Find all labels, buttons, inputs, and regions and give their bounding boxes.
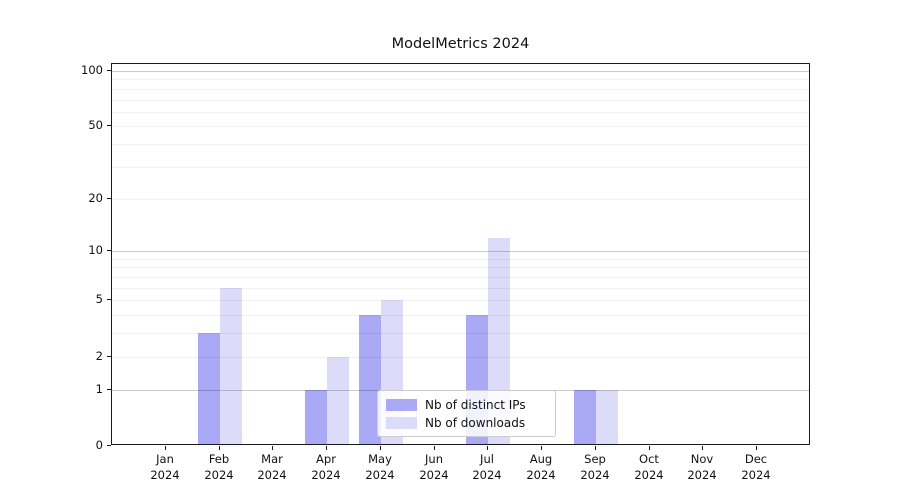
gridline-minor (112, 166, 809, 168)
x-axis-tick-label-line: 2024 (634, 468, 664, 482)
x-axis-tick-label-line: 2024 (580, 468, 610, 482)
bar-downloads (327, 356, 350, 444)
y-axis-tick (107, 299, 111, 300)
x-axis-tick-label-line: Sep (584, 452, 606, 466)
gridline-major (112, 251, 809, 253)
x-axis-tick-label: Feb 2024 (191, 451, 247, 483)
x-axis-tick-label: Dec 2024 (728, 451, 784, 483)
legend-label-distinct-ips: Nb of distinct IPs (425, 397, 526, 412)
bar-distinct-ips (305, 389, 328, 444)
x-axis-tick-label: Mar 2024 (244, 451, 300, 483)
x-axis-tick-label-line: Dec (744, 452, 768, 466)
x-axis-tick-label: Sep 2024 (567, 451, 623, 483)
x-axis-tick (326, 446, 327, 450)
x-axis-tick-label-line: 2024 (150, 468, 180, 482)
gridline-minor (112, 111, 809, 113)
x-axis-tick (219, 446, 220, 450)
x-axis-tick-label-line: 2024 (687, 468, 717, 482)
y-axis-tick (107, 198, 111, 199)
gridline-minor (112, 356, 809, 358)
gridline-minor (112, 88, 809, 90)
y-axis-tick (107, 125, 111, 126)
x-axis-tick-label: Apr 2024 (298, 451, 354, 483)
bar-distinct-ips (197, 333, 220, 444)
x-axis-tick-label-line: Oct (639, 452, 659, 466)
x-axis-tick (380, 446, 381, 450)
x-axis-tick (756, 446, 757, 450)
x-axis-tick (702, 446, 703, 450)
x-axis-tick-label: Nov 2024 (674, 451, 730, 483)
gridline-minor (112, 198, 809, 200)
y-axis-tick-label: 1 (95, 382, 103, 396)
gridline-minor (112, 267, 809, 269)
x-axis-tick-label-line: Nov (690, 452, 714, 466)
plot-area (111, 63, 810, 445)
x-axis-tick-label-line: 2024 (311, 468, 341, 482)
y-axis-tick (107, 389, 111, 390)
legend: Nb of distinct IPs Nb of downloads (377, 390, 556, 437)
chart-title: ModelMetrics 2024 (391, 36, 530, 52)
y-axis-tick-label: 2 (95, 349, 103, 363)
x-axis-tick-label: Oct 2024 (621, 451, 677, 483)
y-axis-tick-label: 20 (88, 191, 103, 205)
gridline-minor (112, 300, 809, 302)
x-axis-tick-label-line: 2024 (257, 468, 287, 482)
x-axis-tick-label-line: 2024 (741, 468, 771, 482)
x-axis-tick-label-line: 2024 (419, 468, 449, 482)
legend-swatch-downloads (386, 416, 417, 429)
y-axis-tick (107, 356, 111, 357)
gridline-minor (112, 79, 809, 81)
x-axis-tick-label-line: Apr (316, 452, 336, 466)
gridline-minor (112, 277, 809, 278)
gridline-minor (112, 333, 809, 335)
y-axis-tick (107, 250, 111, 251)
x-axis-tick (541, 446, 542, 450)
y-axis-tick-label: 100 (81, 63, 103, 77)
gridline-minor (112, 287, 809, 289)
x-axis-tick-label: Aug 2024 (513, 451, 569, 483)
legend-label-downloads: Nb of downloads (425, 415, 526, 430)
x-axis-tick-label-line: 2024 (472, 468, 502, 482)
x-axis-tick-label-line: 2024 (526, 468, 556, 482)
gridline-minor (112, 258, 809, 260)
y-axis-tick-label: 10 (88, 243, 103, 257)
x-axis-tick-label-line: May (368, 452, 392, 466)
gridline-minor (112, 315, 809, 317)
x-axis-tick-label-line: 2024 (365, 468, 395, 482)
x-axis-tick-label-line: Jun (425, 452, 443, 466)
gridline-minor (112, 99, 809, 101)
gridline-major (112, 70, 809, 72)
x-axis-tick (434, 446, 435, 450)
x-axis-tick-label-line: Jul (480, 452, 494, 466)
y-axis-tick (107, 445, 111, 446)
bar-distinct-ips (573, 389, 596, 444)
x-axis-tick (649, 446, 650, 450)
x-axis-tick-label: Jan 2024 (137, 451, 193, 483)
x-axis-tick-label-line: Aug (529, 452, 553, 466)
bar-downloads (595, 389, 618, 444)
legend-row-downloads: Nb of downloads (386, 414, 547, 431)
x-axis-tick-label: May 2024 (352, 451, 408, 483)
x-axis-tick-label: Jun 2024 (406, 451, 462, 483)
y-axis-tick (107, 70, 111, 71)
y-axis-tick-label: 0 (95, 438, 103, 452)
gridline-minor (112, 126, 809, 128)
x-axis-tick (272, 446, 273, 450)
legend-swatch-distinct-ips (386, 398, 417, 411)
bar-downloads (219, 287, 242, 444)
gridline-minor (112, 144, 809, 146)
bar-distinct-ips (358, 315, 381, 444)
x-axis-tick (487, 446, 488, 450)
x-axis-tick-label-line: Mar (261, 452, 283, 466)
y-axis-tick-label: 50 (88, 118, 103, 132)
legend-row-distinct-ips: Nb of distinct IPs (386, 396, 547, 413)
x-axis-tick-label-line: 2024 (204, 468, 234, 482)
x-axis-tick-label: Jul 2024 (459, 451, 515, 483)
x-axis-tick-label-line: Jan (156, 452, 174, 466)
x-axis-tick (595, 446, 596, 450)
x-axis-tick (165, 446, 166, 450)
y-axis-tick-label: 5 (95, 292, 103, 306)
x-axis-tick-label-line: Feb (208, 452, 230, 466)
